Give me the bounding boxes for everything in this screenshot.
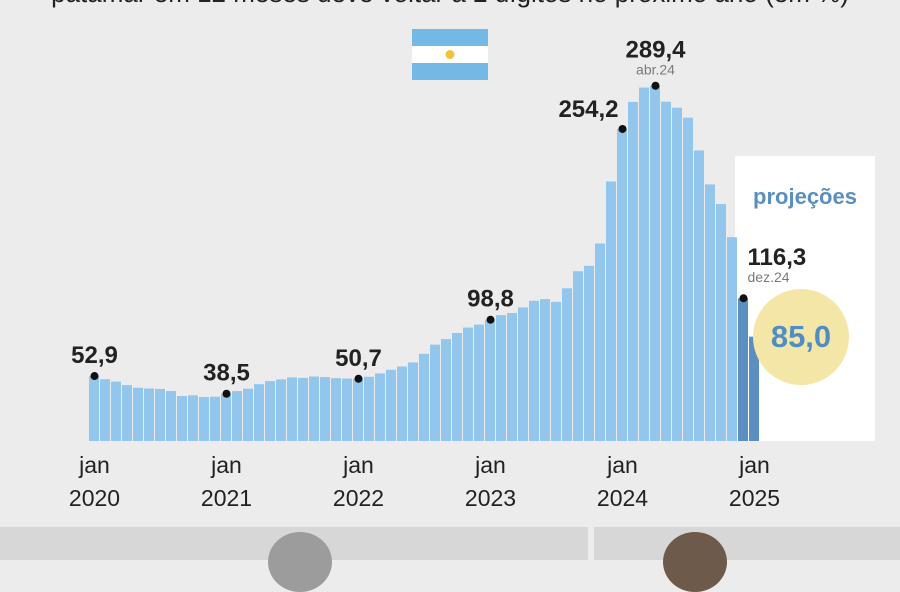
bar — [474, 324, 484, 441]
forecast-value: 85,0 — [770, 319, 832, 354]
x-tick-label: 2022 — [333, 485, 384, 511]
bar — [716, 204, 726, 441]
portrait-photo-left — [268, 532, 332, 592]
portrait-photo-right — [663, 532, 727, 592]
projection-bar — [738, 298, 748, 441]
data-point-marker — [486, 315, 495, 324]
data-label: 50,7 — [335, 345, 382, 372]
bar — [188, 395, 198, 441]
bar — [221, 393, 231, 441]
bar — [177, 396, 187, 441]
bar — [243, 388, 253, 441]
bar — [562, 288, 572, 441]
bar — [705, 184, 715, 441]
data-label: 98,8 — [467, 286, 514, 313]
bar — [485, 319, 495, 441]
bar — [89, 376, 99, 441]
x-tick-label: 2024 — [597, 485, 648, 511]
bar — [672, 107, 682, 442]
chart-title: patamar em 12 meses deve voltar a 2 dígi… — [0, 0, 900, 9]
bar — [430, 344, 440, 441]
bar — [111, 381, 121, 441]
bar — [595, 243, 605, 441]
data-label: 52,9 — [71, 342, 118, 369]
bar — [375, 373, 385, 441]
bar — [551, 301, 561, 441]
bar — [287, 377, 297, 441]
x-tick-label: jan — [78, 452, 110, 478]
x-tick-label: jan — [606, 452, 638, 478]
bar — [694, 150, 704, 441]
bar — [650, 85, 660, 442]
bar — [507, 312, 517, 441]
bar — [727, 237, 737, 441]
bar — [606, 181, 616, 441]
bar — [144, 388, 154, 441]
bar — [320, 377, 330, 441]
data-label: 254,2 — [558, 96, 618, 123]
x-tick-label: jan — [210, 452, 242, 478]
data-label: 116,3 — [748, 244, 807, 271]
bar — [155, 388, 165, 441]
bar — [463, 327, 473, 441]
data-point-marker — [354, 374, 363, 383]
bar — [309, 376, 319, 441]
bar — [276, 379, 286, 441]
inflation-bar-chart: jan 2020 jan 2021 jan 2022 jan 2023 jan 2024 jan 20… — [69, 37, 807, 511]
x-tick-label: jan — [342, 452, 374, 478]
bar — [452, 332, 462, 441]
data-label: 38,5 — [203, 360, 250, 387]
bar — [386, 369, 396, 441]
bar — [254, 384, 264, 441]
bar — [199, 397, 209, 441]
bar — [397, 366, 407, 441]
bar — [408, 362, 418, 441]
bar — [298, 377, 308, 441]
bar — [342, 378, 352, 441]
bar — [639, 87, 649, 441]
data-point-marker — [651, 81, 660, 90]
data-label-date: dez.24 — [748, 269, 790, 285]
bar — [529, 300, 539, 441]
bar — [628, 101, 638, 442]
projection-bar — [749, 336, 759, 441]
x-tick-label: 2021 — [201, 485, 252, 511]
data-point-marker — [739, 294, 748, 303]
data-point-marker — [618, 124, 627, 133]
x-tick-label: 2023 — [465, 485, 516, 511]
bar — [419, 353, 429, 441]
forecast-highlight-circle — [753, 289, 849, 385]
bar — [540, 299, 550, 441]
bar — [353, 378, 363, 441]
data-point-marker — [222, 389, 231, 398]
x-tick-label: jan — [738, 452, 770, 478]
bar — [661, 101, 671, 441]
bar — [122, 385, 132, 441]
bar — [166, 391, 176, 441]
data-label-date: abr.24 — [636, 62, 675, 78]
bar — [133, 387, 143, 441]
bar — [265, 381, 275, 441]
bar — [210, 396, 220, 441]
bar — [584, 265, 594, 441]
bar — [331, 378, 341, 441]
x-tick-label: 2020 — [69, 485, 120, 511]
bar — [232, 391, 242, 441]
bar — [683, 117, 693, 441]
bar — [573, 271, 583, 441]
x-tick-label: jan — [474, 452, 506, 478]
bottom-panel-right — [594, 527, 900, 560]
x-tick-label: 2025 — [729, 485, 780, 511]
bar — [518, 307, 528, 441]
projections-label: projeções — [753, 184, 857, 209]
argentina-flag-icon — [412, 29, 488, 80]
bar — [617, 128, 627, 442]
bar — [364, 376, 374, 441]
bar — [496, 315, 506, 441]
bar — [441, 339, 451, 441]
data-label: 289,4 — [625, 37, 686, 64]
data-point-marker — [90, 372, 99, 381]
bar — [100, 379, 110, 441]
